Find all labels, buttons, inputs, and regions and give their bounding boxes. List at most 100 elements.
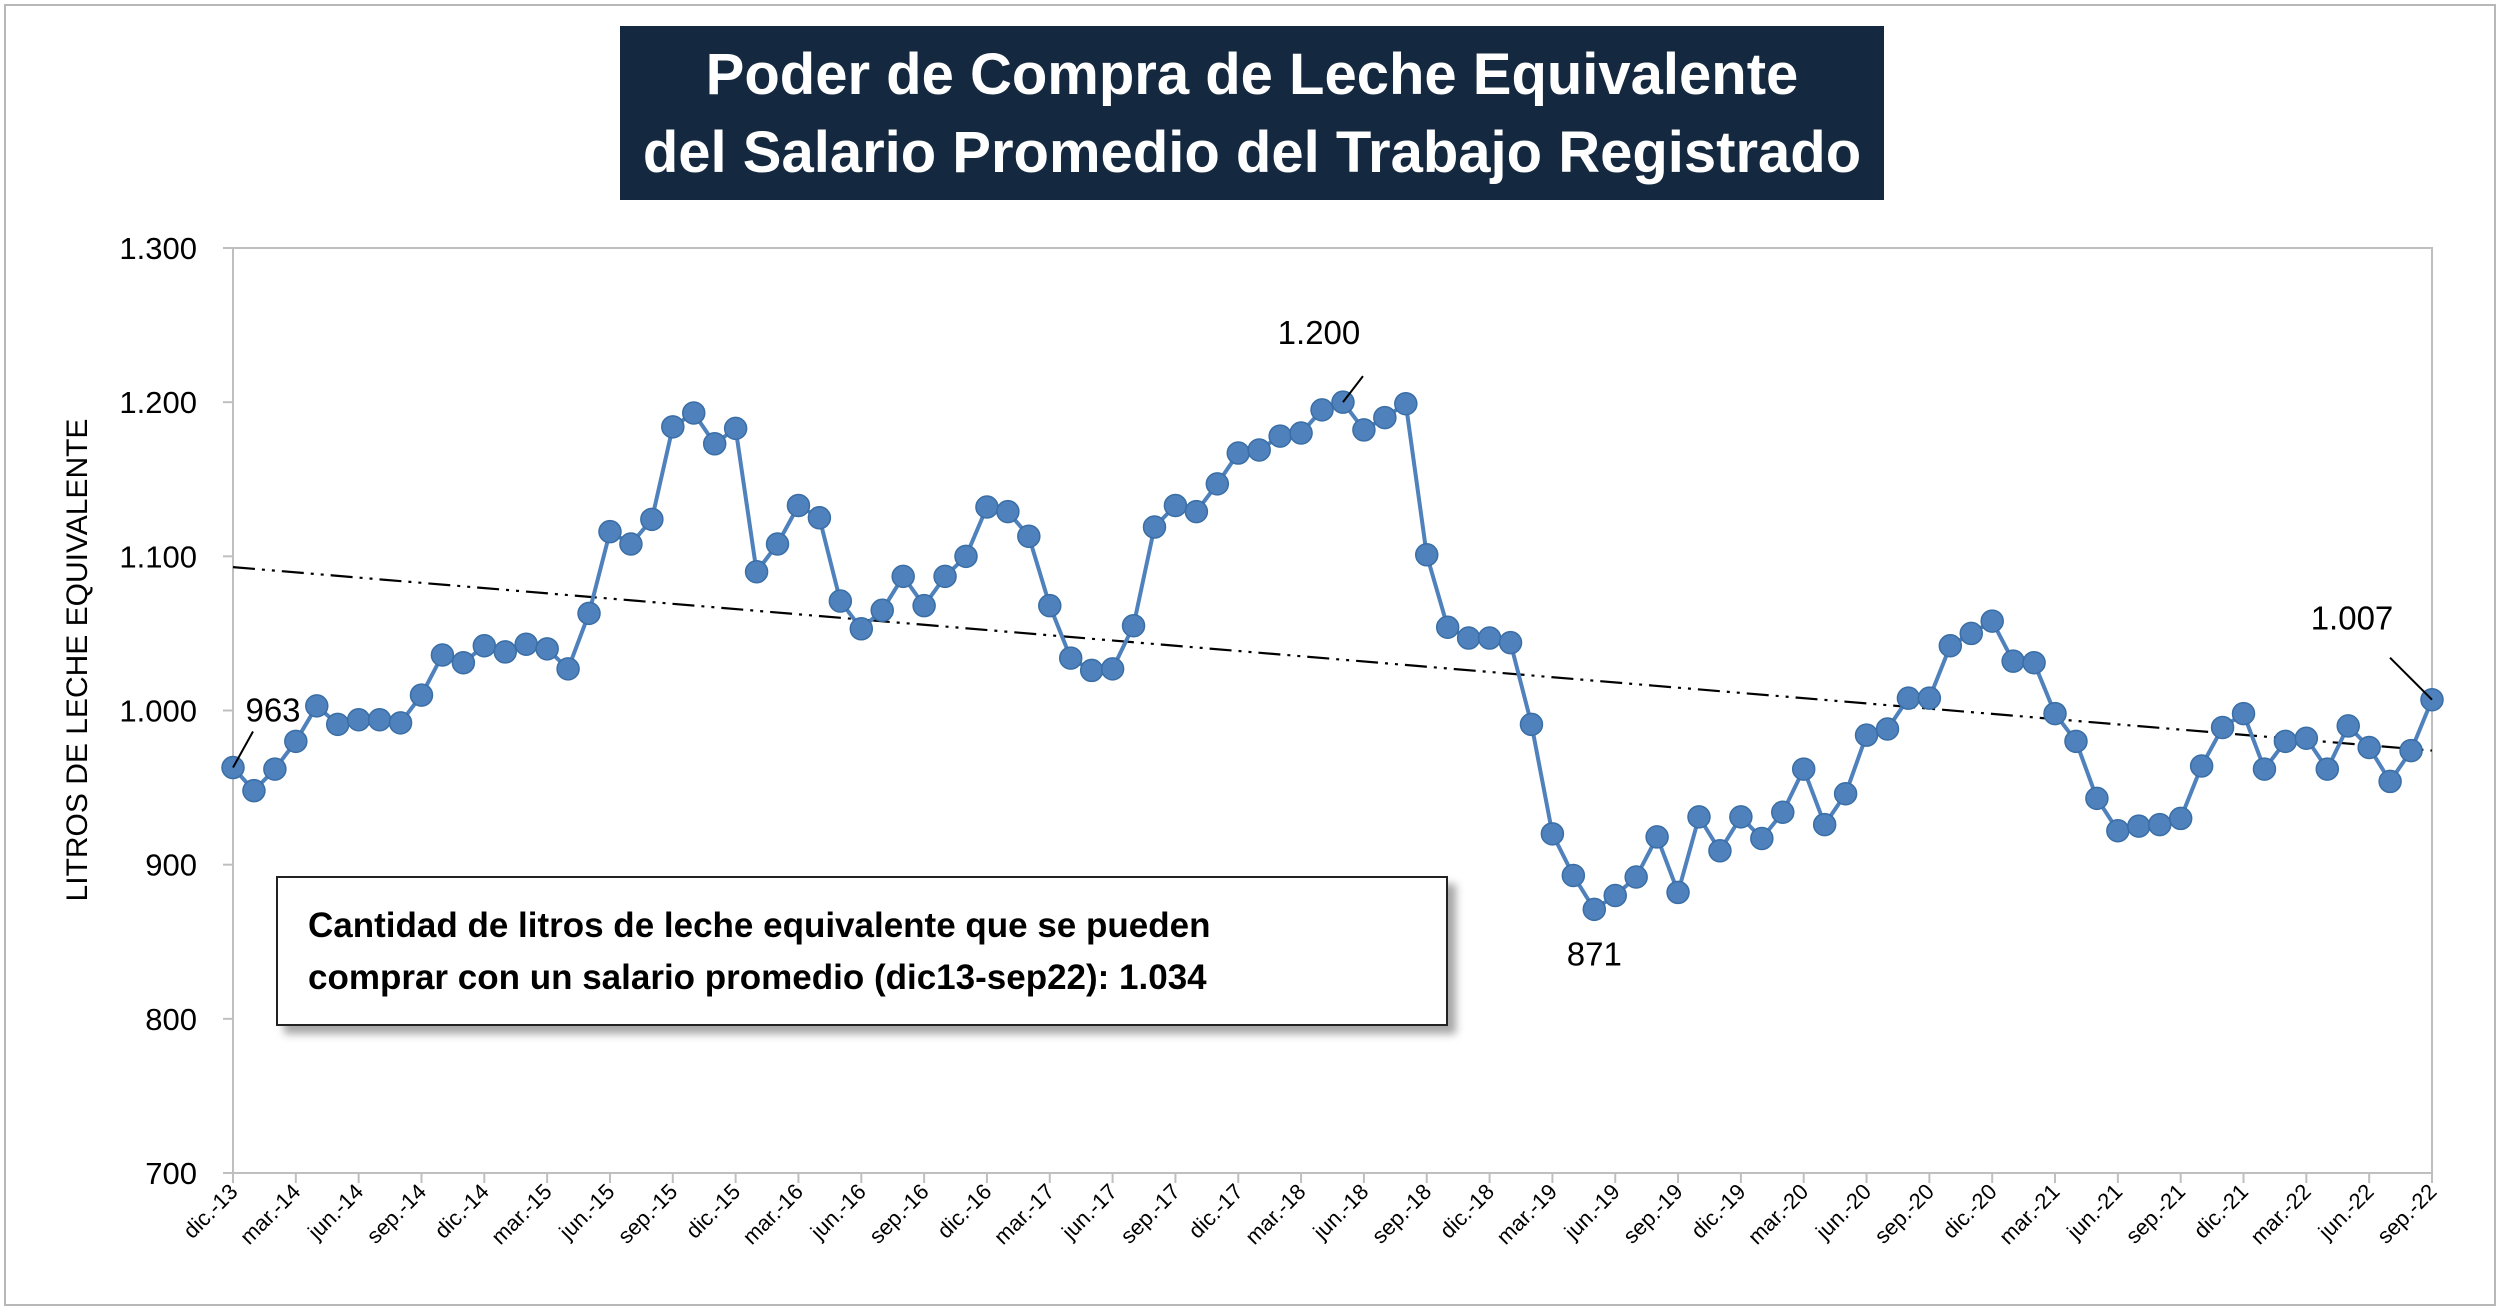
data-point (1771, 800, 1795, 824)
annotation-leader (1342, 375, 1364, 403)
x-tick-label: mar.-16 (738, 1179, 808, 1249)
data-point (2001, 649, 2025, 673)
series-path (231, 400, 2434, 912)
data-point (577, 601, 601, 626)
x-tick-label: sep.-19 (1618, 1179, 1688, 1249)
data-point (2231, 701, 2256, 726)
chart-title-line-2: del Salario Promedio del Trabajo Registr… (642, 120, 1862, 185)
summary-note-line-1: Cantidad de litros de leche equivalente … (308, 906, 1211, 945)
data-point (619, 532, 643, 556)
data-point (1708, 839, 1732, 863)
y-axis-ticks: 700 800 900 1.000 1.100 1.200 1.300 (119, 231, 233, 1191)
y-tick-label: 1.200 (119, 385, 197, 420)
data-point (1477, 626, 1502, 650)
x-tick-label: jun.-20 (1810, 1179, 1876, 1245)
data-point (325, 712, 350, 737)
data-point (1833, 782, 1858, 806)
x-tick-label: sep.-16 (864, 1179, 934, 1249)
data-point (1373, 405, 1397, 430)
x-tick-label: dic.-14 (429, 1179, 493, 1243)
data-point (1729, 805, 1753, 829)
x-tick-label: sep.-21 (2121, 1179, 2191, 1249)
data-point (765, 532, 790, 556)
x-tick-label: mar.-21 (1994, 1179, 2064, 1249)
data-point (912, 593, 936, 618)
data-point (1561, 863, 1586, 888)
data-point (891, 564, 915, 589)
data-point (305, 694, 329, 718)
data-point (1100, 657, 1125, 681)
x-tick-label: dic.-19 (1686, 1179, 1750, 1243)
plot-border (232, 247, 2433, 1174)
data-point (2252, 757, 2277, 781)
y-tick-label: 1.300 (119, 231, 197, 266)
x-tick-label: jun.-16 (805, 1179, 871, 1245)
data-label: 963 (245, 692, 300, 729)
data-point (2168, 806, 2193, 831)
data-point (367, 708, 392, 732)
data-point (2106, 819, 2130, 843)
x-tick-label: sep.-18 (1367, 1179, 1437, 1249)
x-axis-ticks: dic.-13mar.-14jun.-14sep.-14dic.-14mar.-… (178, 1173, 2442, 1249)
data-point (1079, 658, 1104, 683)
data-point (661, 415, 685, 439)
data-point (598, 519, 622, 544)
data-point (870, 598, 894, 623)
data-point (1352, 418, 1376, 442)
data-point (954, 544, 978, 569)
chart-frame (4, 4, 2496, 1306)
data-point (723, 416, 748, 441)
data-point (1750, 826, 1774, 851)
chart-title: Poder de Compra de Leche Equivalente del… (620, 26, 1884, 200)
data-point (1875, 717, 1900, 741)
data-point (1624, 865, 1648, 889)
x-tick-label: dic.-17 (1183, 1179, 1247, 1243)
data-point (975, 495, 999, 519)
x-tick-label: dic.-15 (681, 1179, 745, 1243)
x-tick-label: jun.-19 (1559, 1179, 1625, 1245)
x-tick-label: jun.-18 (1307, 1179, 1373, 1245)
data-point (1268, 424, 1292, 448)
data-point (2210, 715, 2235, 740)
data-point (2294, 726, 2319, 750)
annotation-leader (232, 731, 254, 769)
data-point (556, 657, 580, 681)
x-tick-label: jun.-22 (2313, 1179, 2379, 1245)
data-point (2378, 769, 2402, 794)
x-tick-label: sep.-15 (613, 1179, 683, 1249)
data-point (493, 640, 518, 664)
data-point (1184, 499, 1209, 524)
data-label: 1.007 (2311, 600, 2394, 637)
x-tick-label: mar.-22 (2245, 1179, 2315, 1249)
data-point (472, 634, 497, 658)
data-point (535, 637, 559, 661)
data-point (2085, 786, 2109, 811)
data-point (1938, 634, 1963, 658)
series-line (231, 400, 2434, 912)
plot-area (232, 247, 2433, 1174)
data-point (1917, 686, 1942, 710)
data-point (1854, 723, 1879, 747)
x-tick-label: mar.-19 (1492, 1179, 1562, 1249)
data-point (430, 643, 455, 667)
data-point (1058, 646, 1083, 670)
data-point (1959, 621, 1984, 646)
x-tick-label: sep.-22 (2372, 1179, 2442, 1249)
data-point (346, 708, 371, 732)
data-point (2273, 729, 2298, 754)
data-point (1435, 615, 1460, 639)
y-axis-label: LITROS DE LECHE EQUIVALENTE (61, 418, 94, 902)
data-point (996, 499, 1020, 524)
data-point (1163, 493, 1188, 518)
data-point (1038, 593, 1062, 618)
data-point (1791, 757, 1816, 781)
data-point (1896, 686, 1921, 710)
data-point (1456, 626, 1481, 650)
data-point (1247, 438, 1271, 462)
data-point (2336, 714, 2360, 738)
data-point (933, 564, 957, 589)
data-point (2022, 650, 2046, 675)
summary-note-line-2: comprar con un salario promedio (dic13-s… (308, 958, 1207, 997)
data-point (2147, 812, 2172, 837)
data-point (2189, 754, 2214, 778)
